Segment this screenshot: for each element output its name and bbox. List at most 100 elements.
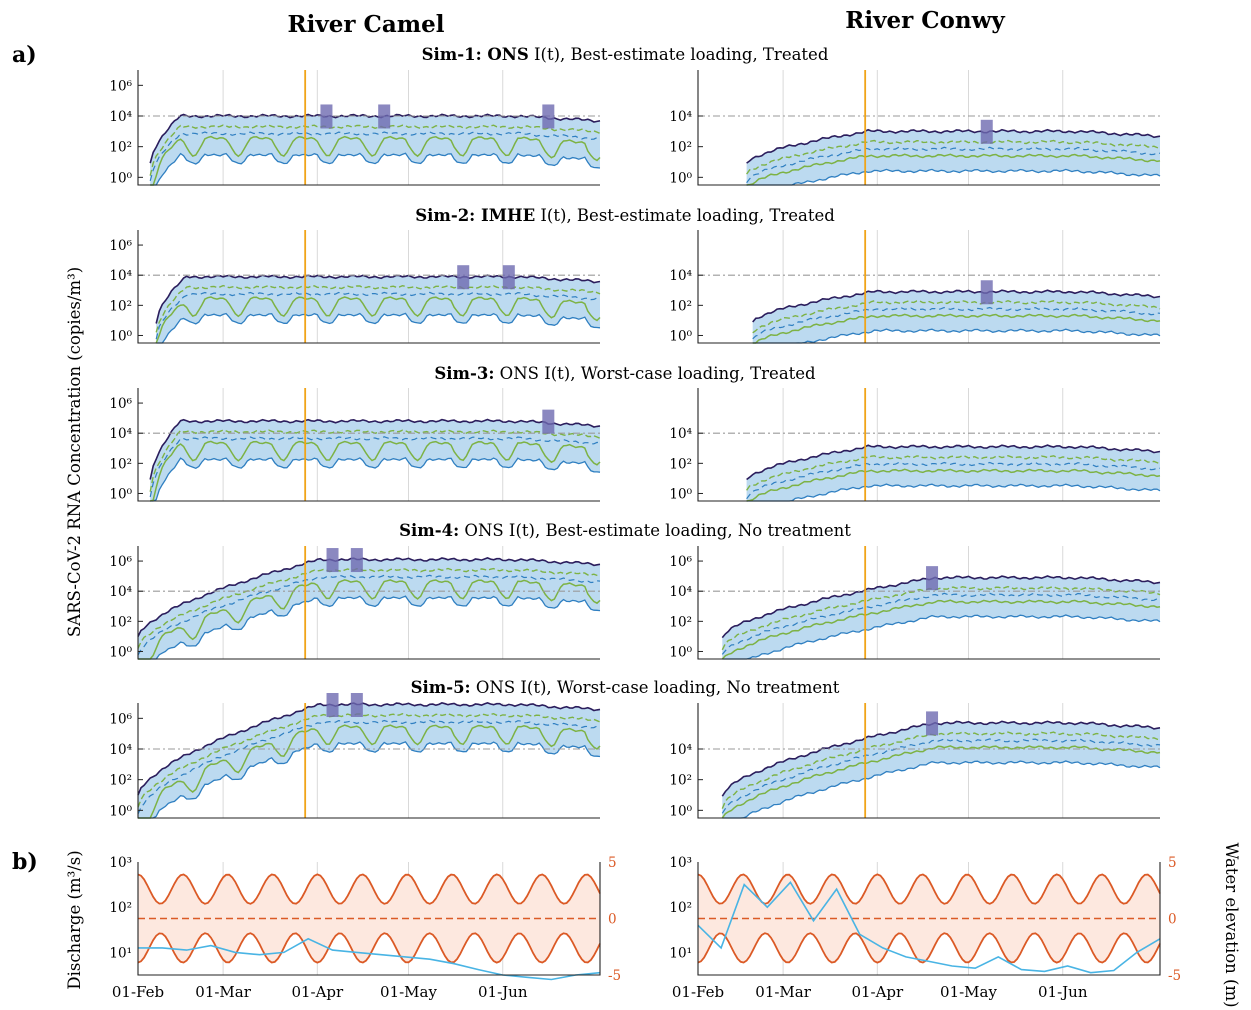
sim-title-bold: Sim-5: bbox=[411, 678, 471, 697]
date-tick-label: 01-Feb bbox=[112, 983, 164, 1001]
sim-title-bold: Sim-2: IMHE bbox=[415, 206, 535, 225]
lower-bound-line bbox=[150, 152, 601, 186]
panels: Sim-1: ONS I(t), Best-estimate loading, … bbox=[109, 45, 1181, 1001]
green-lower-line bbox=[150, 440, 601, 502]
discharge-line bbox=[138, 937, 601, 981]
upper-bound-line bbox=[752, 289, 1161, 323]
upper-bound-line bbox=[721, 720, 1161, 797]
green-upper-line bbox=[149, 124, 601, 176]
y-tick-label: 10⁶ bbox=[669, 554, 692, 570]
green-upper-line bbox=[752, 299, 1161, 334]
sim-title-rest: I(t), Best-estimate loading, Treated bbox=[535, 206, 835, 225]
median-line bbox=[746, 146, 1161, 184]
lower-bound-line bbox=[156, 312, 601, 344]
observation-marker bbox=[326, 693, 339, 717]
green-lower-line bbox=[138, 724, 601, 819]
uncertainty-band bbox=[746, 129, 1160, 185]
date-tick-label: 01-May bbox=[380, 983, 437, 1001]
upper-bound-line bbox=[746, 128, 1161, 164]
y-tick-label: 10² bbox=[109, 614, 132, 630]
observation-marker bbox=[926, 711, 939, 736]
lower-bound-line bbox=[746, 483, 1161, 502]
y-tick-label: 10⁴ bbox=[669, 426, 692, 442]
panel-label-a: a) bbox=[12, 42, 37, 68]
green-upper-line bbox=[746, 139, 1161, 175]
median-line bbox=[721, 738, 1161, 814]
chart-flow-conwy: 10¹ 10² 10³ 5 0 -5 01-Feb 01-Mar 01-Apr 01-May 01-… bbox=[669, 855, 1181, 1001]
uncertainty-band bbox=[722, 721, 1160, 818]
observation-marker bbox=[378, 104, 391, 129]
sim-title-sim5: Sim-5: ONS I(t), Worst-case loading, No … bbox=[411, 678, 840, 697]
axis-frame bbox=[137, 230, 600, 344]
y-tick-label: 10⁴ bbox=[669, 584, 692, 600]
green-lower-line bbox=[752, 313, 1161, 344]
chart-sim3-camel: 10⁰ 10² 10⁴ 10⁶ bbox=[109, 388, 601, 502]
left-y-tick-label: 10² bbox=[109, 900, 132, 916]
chart-sim5-conwy: 10⁰ 10² 10⁴ bbox=[669, 703, 1161, 819]
uncertainty-band bbox=[150, 114, 600, 185]
tide-high-line bbox=[137, 873, 601, 905]
date-tick-label: 01-Jun bbox=[1038, 983, 1088, 1001]
axis-frame bbox=[697, 862, 1161, 976]
y-tick-label: 10⁴ bbox=[109, 584, 132, 600]
green-lower-line bbox=[138, 579, 601, 660]
left-y-tick-label: 10¹ bbox=[669, 945, 692, 961]
sim-title-sim3: Sim-3: ONS I(t), Worst-case loading, Tre… bbox=[434, 364, 816, 383]
axis-frame bbox=[697, 388, 1160, 502]
median-line bbox=[155, 291, 601, 340]
y-axis-label-discharge: Discharge (m³/s) bbox=[65, 850, 84, 989]
chart-sim2-conwy: 10⁰ 10² 10⁴ bbox=[669, 230, 1161, 344]
date-tick-label: 01-Mar bbox=[195, 983, 251, 1001]
green-upper-line bbox=[721, 731, 1161, 809]
chart-sim3-conwy: 10⁰ 10² 10⁴ bbox=[669, 388, 1161, 502]
green-upper-line bbox=[137, 712, 601, 808]
sim-title-sim4: Sim-4: ONS I(t), Best-estimate loading, … bbox=[399, 521, 851, 540]
green-lower-line bbox=[721, 745, 1161, 819]
y-tick-label: 10⁴ bbox=[109, 426, 132, 442]
right-y-tick-label: -5 bbox=[608, 968, 621, 984]
chart-sim4-conwy: 10⁰ 10² 10⁴ 10⁶ bbox=[669, 546, 1161, 660]
left-y-tick-label: 10³ bbox=[669, 855, 692, 871]
lower-bound-line bbox=[138, 741, 601, 819]
y-tick-label: 10⁴ bbox=[669, 268, 692, 284]
uncertainty-band bbox=[746, 445, 1160, 501]
upper-bound-line bbox=[149, 113, 601, 164]
y-tick-label: 10⁰ bbox=[109, 803, 132, 819]
axis-frame bbox=[137, 546, 600, 660]
median-line bbox=[149, 131, 601, 182]
date-tick-label: 01-Jun bbox=[478, 983, 528, 1001]
y-axis-label-water-elevation: Water elevation (m) bbox=[1222, 842, 1241, 1007]
y-tick-label: 10² bbox=[669, 298, 692, 314]
sim-title-bold: Sim-1: ONS bbox=[422, 45, 529, 64]
uncertainty-band bbox=[150, 419, 600, 501]
uncertainty-band bbox=[138, 702, 600, 818]
axis-frame bbox=[137, 388, 600, 502]
y-tick-label: 10⁴ bbox=[109, 268, 132, 284]
y-tick-label: 10² bbox=[109, 140, 132, 156]
sim-title-rest: ONS I(t), Best-estimate loading, No trea… bbox=[459, 521, 851, 540]
green-upper-line bbox=[149, 429, 601, 492]
observation-marker bbox=[980, 119, 993, 144]
tide-low-line bbox=[697, 932, 1161, 964]
y-tick-label: 10⁰ bbox=[109, 644, 132, 660]
observation-marker bbox=[320, 104, 333, 129]
axis-frame bbox=[137, 862, 601, 976]
axis-frame bbox=[697, 703, 1160, 819]
green-lower-line bbox=[150, 135, 601, 186]
y-tick-label: 10² bbox=[669, 140, 692, 156]
median-line bbox=[137, 574, 601, 656]
sim-title-bold: Sim-4: bbox=[399, 521, 459, 540]
lower-bound-line bbox=[722, 614, 1161, 660]
observation-marker bbox=[542, 104, 555, 129]
axis-frame bbox=[697, 546, 1160, 660]
y-tick-label: 10⁴ bbox=[109, 109, 132, 125]
chart-sim5-camel: 10⁰ 10² 10⁴ 10⁶ bbox=[109, 693, 601, 819]
observation-marker bbox=[926, 566, 939, 591]
y-tick-label: 10⁰ bbox=[669, 328, 692, 344]
observation-marker bbox=[350, 693, 363, 717]
y-tick-label: 10⁰ bbox=[669, 486, 692, 502]
y-tick-label: 10² bbox=[109, 298, 132, 314]
right-y-tick-label: -5 bbox=[1168, 968, 1181, 984]
green-upper-line bbox=[721, 585, 1161, 651]
right-y-tick-label: 0 bbox=[1168, 912, 1177, 928]
